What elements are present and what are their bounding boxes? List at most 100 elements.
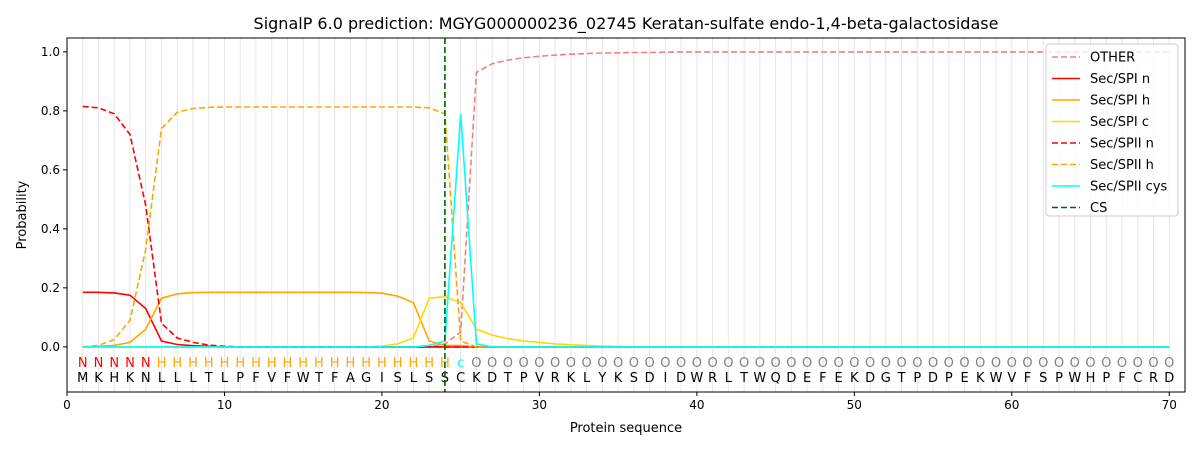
legend-label: CS xyxy=(1090,201,1107,216)
residue-label: R xyxy=(708,371,717,386)
legend-label: Sec/SPI h xyxy=(1090,94,1150,109)
residue-label: W xyxy=(990,371,1003,386)
region-label: O xyxy=(896,356,906,371)
residue-label: G xyxy=(881,371,891,386)
residue-label: S xyxy=(441,371,449,386)
residue-label: S xyxy=(630,371,638,386)
region-label: O xyxy=(1164,356,1174,371)
region-label: N xyxy=(78,356,88,371)
residue-label: H xyxy=(109,371,119,386)
residue-label: L xyxy=(174,371,182,386)
residue-label: V xyxy=(267,371,276,386)
residue-label: D xyxy=(786,371,796,386)
residue-label: I xyxy=(380,371,384,386)
region-label: O xyxy=(519,356,529,371)
legend-label: Sec/SPI n xyxy=(1090,72,1150,87)
chart-title: SignalP 6.0 prediction: MGYG000000236_02… xyxy=(254,14,999,34)
series-line-sec-spii-cys xyxy=(82,113,1170,348)
region-label: O xyxy=(471,356,481,371)
region-label: O xyxy=(1101,356,1111,371)
region-label: O xyxy=(597,356,607,371)
region-label: N xyxy=(125,356,135,371)
residue-label: F xyxy=(1024,371,1031,386)
region-label: H xyxy=(314,356,324,371)
residue-label: L xyxy=(221,371,229,386)
legend-label: Sec/SPII cys xyxy=(1090,180,1168,195)
region-label: N xyxy=(141,356,151,371)
legend-label: Sec/SPII n xyxy=(1090,137,1154,152)
y-tick-label: 0.2 xyxy=(41,281,60,295)
residue-label: F xyxy=(331,371,338,386)
residue-label: P xyxy=(236,371,244,386)
residue-label: K xyxy=(472,371,481,386)
region-label: O xyxy=(1022,356,1032,371)
residue-label: F xyxy=(1118,371,1125,386)
region-label: O xyxy=(770,356,780,371)
residue-label: V xyxy=(1007,371,1016,386)
axis-ticks: 0 10 20 30 40 50 60 70 0.0 0.2 0.4 0.6 0.8 1.0 xyxy=(41,45,1177,412)
x-axis-label: Protein sequence xyxy=(570,421,682,436)
residue-label: E xyxy=(803,371,811,386)
region-label: H xyxy=(393,356,403,371)
residue-label: P xyxy=(1055,371,1063,386)
region-label: O xyxy=(818,356,828,371)
region-label: O xyxy=(833,356,843,371)
region-label: O xyxy=(566,356,576,371)
residue-label: W xyxy=(1068,371,1081,386)
residue-label: A xyxy=(346,371,355,386)
gridlines xyxy=(82,38,1170,392)
region-label: O xyxy=(755,356,765,371)
residue-label: T xyxy=(204,371,213,386)
region-label: O xyxy=(959,356,969,371)
region-label: O xyxy=(1148,356,1158,371)
region-label: O xyxy=(1117,356,1127,371)
residue-label: C xyxy=(456,371,465,386)
residue-label: W xyxy=(690,371,703,386)
region-label: O xyxy=(550,356,560,371)
region-label: O xyxy=(707,356,717,371)
residue-label: W xyxy=(297,371,310,386)
x-tick-label: 0 xyxy=(63,398,71,412)
region-label: H xyxy=(298,356,308,371)
series-line-sec-spii-n xyxy=(82,105,1170,348)
x-tick-label: 10 xyxy=(217,398,232,412)
region-label: O xyxy=(645,356,655,371)
region-label: O xyxy=(723,356,733,371)
residue-label: L xyxy=(189,371,197,386)
region-label: H xyxy=(283,356,293,371)
x-tick-label: 30 xyxy=(532,398,547,412)
residue-label: E xyxy=(834,371,842,386)
residue-label: D xyxy=(676,371,686,386)
x-tick-label: 50 xyxy=(847,398,862,412)
region-label: O xyxy=(1085,356,1095,371)
residue-label: P xyxy=(520,371,528,386)
region-label: H xyxy=(204,356,214,371)
residue-label: P xyxy=(945,371,953,386)
region-label: H xyxy=(346,356,356,371)
series-line-other xyxy=(82,51,1170,348)
residue-label: N xyxy=(141,371,151,386)
x-tick-label: 40 xyxy=(689,398,704,412)
residue-label: K xyxy=(567,371,576,386)
y-tick-label: 0.6 xyxy=(41,163,60,177)
residue-label: H xyxy=(1086,371,1096,386)
legend-label: Sec/SPII h xyxy=(1090,158,1154,173)
y-tick-label: 0.8 xyxy=(41,104,60,118)
residue-label: Q xyxy=(770,371,780,386)
plot-frame xyxy=(66,37,1186,393)
y-tick-label: 0.4 xyxy=(41,222,60,236)
region-label: H xyxy=(251,356,261,371)
y-axis-label: Probability xyxy=(15,180,30,249)
region-label: H xyxy=(220,356,230,371)
region-label: H xyxy=(424,356,434,371)
x-tick-label: 20 xyxy=(374,398,389,412)
sequence-labels: NMNKNHNKNNHLHLHLHTHLHPHFHVHFHWHTHFHAHGHI… xyxy=(77,356,1174,386)
region-label: H xyxy=(172,356,182,371)
region-label: O xyxy=(739,356,749,371)
residue-label: D xyxy=(487,371,497,386)
residue-label: D xyxy=(645,371,655,386)
series-line-sec-spi-c xyxy=(82,295,1170,348)
region-label: O xyxy=(534,356,544,371)
series-line-sec-spi-h xyxy=(82,291,1170,348)
